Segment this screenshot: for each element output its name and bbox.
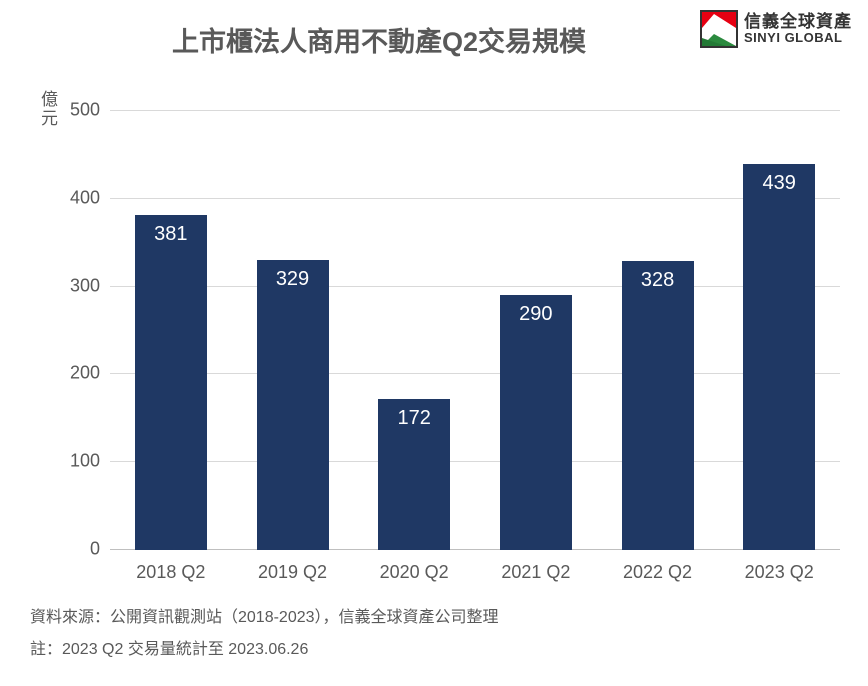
bar: 328 bbox=[622, 261, 694, 550]
y-tick-label: 0 bbox=[90, 539, 100, 560]
bar: 329 bbox=[257, 260, 329, 550]
y-tick-label: 100 bbox=[70, 451, 100, 472]
bar: 439 bbox=[743, 164, 815, 550]
y-tick-label: 200 bbox=[70, 363, 100, 384]
y-tick-label: 400 bbox=[70, 187, 100, 208]
chart-title: 上市櫃法人商用不動產Q2交易規模 bbox=[90, 20, 668, 59]
x-tick-label: 2018 Q2 bbox=[136, 562, 205, 583]
bar-value-label: 172 bbox=[378, 407, 450, 430]
bar-value-label: 290 bbox=[500, 303, 572, 326]
bar: 381 bbox=[135, 215, 207, 550]
bar-value-label: 328 bbox=[622, 269, 694, 292]
logo-cn: 信義全球資產 bbox=[744, 13, 852, 32]
bar-wrap: 3282022 Q2 bbox=[597, 110, 719, 550]
x-tick-label: 2022 Q2 bbox=[623, 562, 692, 583]
bar: 290 bbox=[500, 295, 572, 550]
x-tick-label: 2021 Q2 bbox=[501, 562, 570, 583]
bar-value-label: 381 bbox=[135, 223, 207, 246]
bar-value-label: 439 bbox=[743, 172, 815, 195]
logo-text: 信義全球資產 SINYI GLOBAL bbox=[744, 13, 852, 46]
source-note: 資料來源：公開資訊觀測站（2018-2023），信義全球資產公司整理 bbox=[30, 602, 848, 634]
bar-wrap: 3292019 Q2 bbox=[232, 110, 354, 550]
bars-container: 3812018 Q23292019 Q21722020 Q22902021 Q2… bbox=[110, 110, 840, 550]
y-tick-label: 300 bbox=[70, 275, 100, 296]
footnotes: 資料來源：公開資訊觀測站（2018-2023），信義全球資產公司整理 註：202… bbox=[30, 602, 848, 666]
logo: 信義全球資產 SINYI GLOBAL bbox=[700, 10, 852, 48]
chart-area: 0100200300400500 3812018 Q23292019 Q2172… bbox=[110, 110, 840, 550]
x-tick-label: 2023 Q2 bbox=[745, 562, 814, 583]
logo-icon bbox=[700, 10, 738, 48]
x-tick-label: 2020 Q2 bbox=[380, 562, 449, 583]
x-tick-label: 2019 Q2 bbox=[258, 562, 327, 583]
logo-en: SINYI GLOBAL bbox=[744, 31, 852, 45]
y-tick-label: 500 bbox=[70, 100, 100, 121]
bar-wrap: 2902021 Q2 bbox=[475, 110, 597, 550]
bar-wrap: 3812018 Q2 bbox=[110, 110, 232, 550]
data-note: 註：2023 Q2 交易量統計至 2023.06.26 bbox=[30, 634, 848, 666]
bar: 172 bbox=[378, 399, 450, 550]
bar-value-label: 329 bbox=[257, 268, 329, 291]
bar-wrap: 4392023 Q2 bbox=[718, 110, 840, 550]
y-axis-title: 億元 bbox=[35, 90, 60, 128]
bar-wrap: 1722020 Q2 bbox=[353, 110, 475, 550]
